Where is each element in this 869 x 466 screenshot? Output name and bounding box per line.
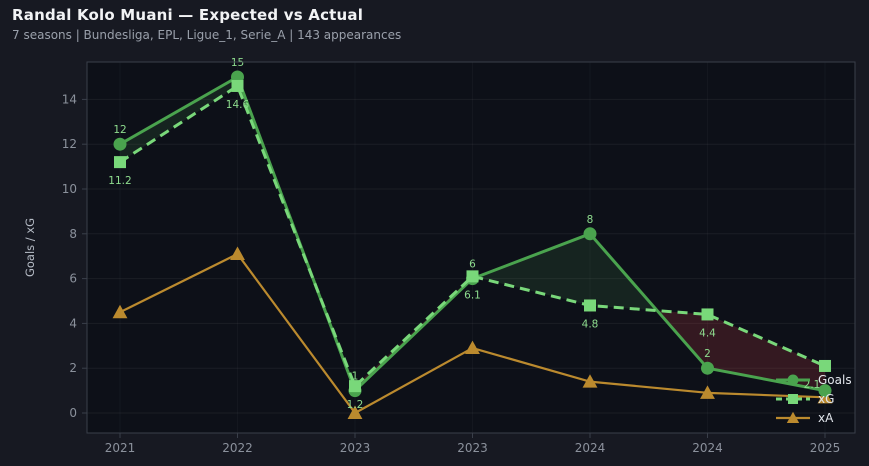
- legend-label-xa: xA: [818, 411, 834, 425]
- y-tick-label: 4: [69, 316, 77, 330]
- xg-marker: [701, 308, 714, 321]
- legend-label-xg: xG: [818, 392, 834, 406]
- xg-marker: [819, 359, 831, 372]
- x-tick-label: 2025: [810, 441, 841, 455]
- xg-marker: [584, 299, 596, 312]
- xa-marker: [112, 304, 128, 319]
- value-label: 15: [231, 57, 244, 69]
- x-tick-label: 2023: [340, 441, 371, 455]
- y-tick-label: 10: [62, 182, 77, 196]
- value-label: 4.4: [699, 327, 716, 339]
- goals-marker: [113, 137, 127, 151]
- value-label: 8: [587, 214, 594, 226]
- page-subtitle: 7 seasons | Bundesliga, EPL, Ligue_1, Se…: [12, 28, 402, 42]
- fill-overperform: [120, 77, 238, 163]
- value-label: 14.6: [226, 99, 250, 111]
- value-label: 4.8: [582, 318, 599, 330]
- legend-label-goals: Goals: [818, 373, 852, 387]
- xg-marker: [231, 79, 244, 92]
- y-tick-label: 2: [69, 361, 77, 375]
- xa-marker: [700, 385, 715, 399]
- x-tick-label: 2023: [457, 441, 488, 455]
- xg-marker: [114, 156, 126, 169]
- x-tick-label: 2021: [105, 441, 136, 455]
- xa-marker: [582, 374, 598, 388]
- plot-area: [87, 62, 855, 433]
- x-tick-label: 2022: [222, 441, 253, 455]
- chart-header: Randal Kolo Muani — Expected vs Actual 7…: [12, 6, 401, 42]
- value-label: 12: [113, 124, 126, 136]
- value-label: 1: [352, 371, 359, 383]
- value-label: 6.1: [464, 289, 481, 301]
- value-label: 2: [704, 348, 711, 360]
- xg-marker: [466, 270, 479, 283]
- y-tick-label: 6: [69, 272, 77, 286]
- value-label: 6: [469, 259, 476, 271]
- legend-marker-xg: [788, 394, 798, 404]
- x-tick-label: 2024: [575, 441, 606, 455]
- y-tick-label: 8: [69, 227, 77, 241]
- y-tick-label: 14: [62, 92, 77, 106]
- value-label: 1.2: [347, 399, 364, 411]
- xg-marker: [349, 380, 361, 393]
- goals-marker: [701, 361, 714, 375]
- legend-marker-xa: [786, 411, 800, 423]
- fill-overperform: [476, 233, 590, 306]
- xa-marker: [230, 246, 245, 260]
- y-tick-label: 0: [69, 406, 77, 420]
- goals-marker: [818, 384, 832, 398]
- y-axis-label: Goals / xG: [23, 218, 37, 277]
- x-tick-label: 2024: [692, 441, 723, 455]
- fill-underperform: [707, 314, 825, 391]
- value-label: 11.2: [108, 175, 131, 187]
- plot-border: [86, 61, 856, 434]
- page-title: Randal Kolo Muani — Expected vs Actual: [12, 6, 364, 24]
- goals-marker: [583, 227, 597, 241]
- legend-marker-goals: [787, 374, 799, 386]
- xa-marker: [465, 340, 480, 355]
- value-label: 2.1: [804, 379, 821, 391]
- xa-marker: [347, 405, 363, 419]
- y-tick-label: 12: [62, 137, 77, 151]
